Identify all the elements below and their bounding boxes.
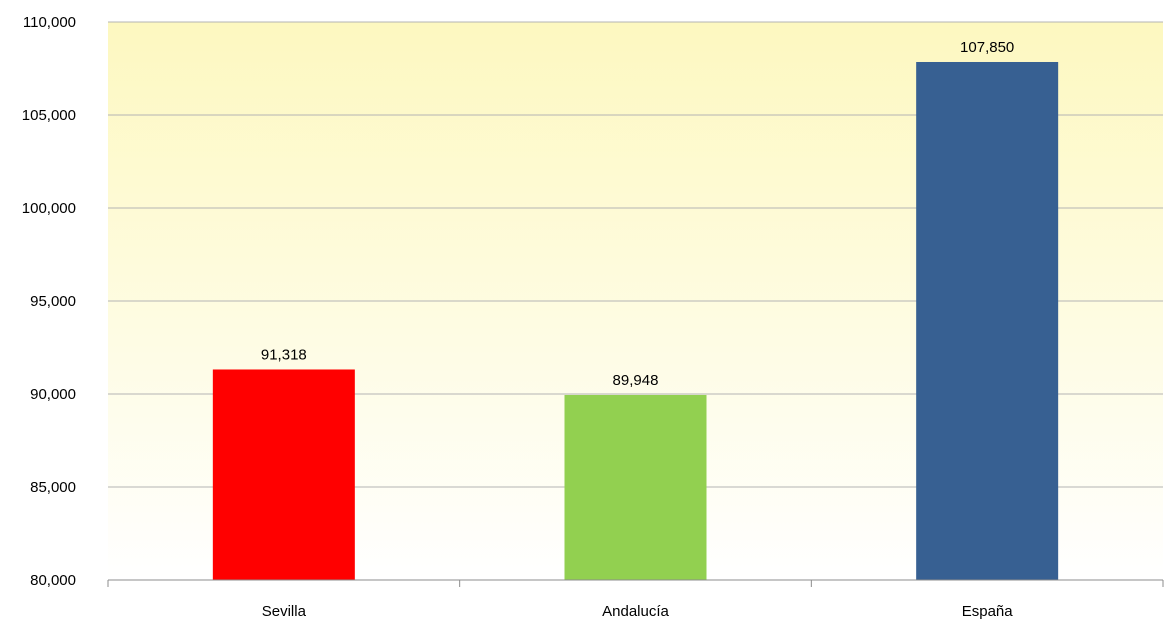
y-tick-label: 80,000 [30, 572, 76, 589]
bars [212, 61, 1059, 581]
y-tick-label: 95,000 [30, 293, 76, 310]
y-tick-label: 110,000 [23, 14, 76, 31]
x-axis-category-labels: Sevilla Andalucía España [262, 603, 1014, 620]
category-label: Sevilla [262, 603, 307, 620]
y-tick-label: 85,000 [30, 479, 76, 496]
bar-2 [916, 61, 1059, 581]
data-label: 107,850 [960, 39, 1014, 56]
category-label: Andalucía [602, 603, 669, 620]
x-axis [107, 579, 1164, 587]
data-label: 91,318 [261, 346, 307, 363]
y-tick-label: 105,000 [22, 107, 76, 124]
bar-0 [212, 369, 355, 580]
category-label: España [962, 603, 1014, 620]
y-axis-tick-labels: 80,000 85,000 90,000 95,000 100,000 105,000 11… [22, 14, 76, 589]
data-label: 89,948 [613, 372, 659, 389]
data-labels: 91,318 89,948 107,850 [261, 39, 1014, 389]
bar-1 [564, 394, 707, 580]
y-tick-label: 100,000 [22, 200, 76, 217]
y-tick-label: 90,000 [30, 386, 76, 403]
